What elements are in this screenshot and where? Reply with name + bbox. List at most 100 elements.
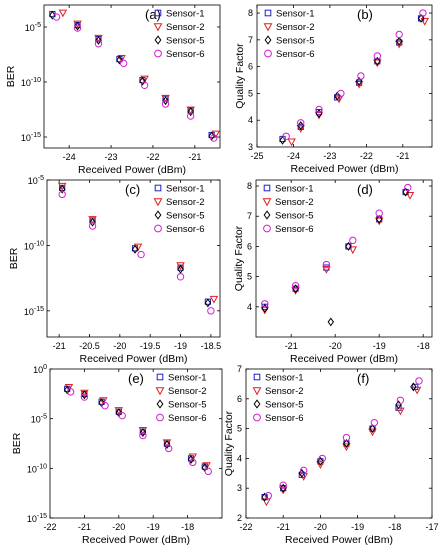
x-tick-label: -21 — [188, 152, 201, 162]
y-tick-label: 10-15 — [27, 513, 47, 524]
legend-marker — [263, 184, 271, 192]
data-point — [52, 13, 61, 21]
x-tick-label: -24 — [287, 151, 300, 161]
panel-label: (f) — [357, 371, 369, 386]
legend-entry: Sensor-6 — [166, 49, 205, 60]
y-tick-label: 10-10 — [21, 77, 41, 88]
legend-marker — [155, 387, 165, 396]
legend-entry: Sensor-6 — [276, 49, 315, 60]
legend-entry: Sensor-1 — [276, 9, 315, 20]
data-point — [405, 191, 415, 200]
data-point — [368, 428, 377, 437]
y-tick-label: 6 — [247, 241, 252, 251]
legend-entry: Sensor-1 — [166, 184, 205, 195]
data-point — [395, 36, 403, 46]
legend-marker — [252, 387, 262, 396]
legend-entry: Sensor-5 — [265, 400, 304, 411]
legend-entry: Sensor-2 — [166, 22, 205, 33]
y-tick-label: 3 — [237, 483, 242, 493]
x-tick-label: -19.5 — [140, 341, 161, 351]
series-sensor-6 — [66, 388, 212, 476]
y-tick-label: 10-5 — [28, 175, 44, 186]
data-point — [177, 264, 184, 274]
data-point — [374, 56, 381, 66]
y-tick-label: 4 — [248, 115, 253, 125]
panel-label: (b) — [357, 7, 373, 22]
plot-frame — [43, 4, 221, 149]
data-point — [279, 483, 287, 493]
y-tick-label: 10-10 — [24, 240, 44, 251]
data-point — [261, 303, 269, 313]
data-point — [137, 250, 145, 259]
x-tick-label: -25 — [250, 151, 263, 161]
data-point — [139, 76, 146, 86]
data-point — [161, 100, 170, 108]
legend-marker — [153, 23, 163, 32]
y-tick-label: 10-10 — [27, 463, 47, 474]
data-point — [264, 491, 273, 500]
series-sensor-6 — [264, 377, 423, 500]
legend-marker — [263, 23, 273, 32]
x-tick-label: -21 — [53, 341, 66, 351]
panel-label: (c) — [125, 182, 140, 197]
data-point — [298, 468, 306, 478]
plot-frame — [49, 368, 223, 519]
legend-entry: Sensor-2 — [275, 197, 314, 208]
x-tick-label: -19 — [174, 341, 187, 351]
data-point — [357, 72, 365, 80]
data-point — [420, 17, 429, 26]
legend-marker — [154, 184, 162, 192]
legend-marker — [154, 9, 162, 17]
data-point — [186, 112, 195, 120]
data-point — [412, 386, 422, 395]
y-tick-label: 2 — [237, 513, 242, 523]
series-sensor-6 — [282, 9, 427, 140]
data-point — [419, 9, 427, 17]
data-point — [396, 407, 405, 416]
y-axis-label: BER — [5, 65, 17, 87]
data-point — [291, 281, 300, 290]
x-tick-label: -20 — [329, 341, 342, 351]
data-point — [73, 24, 82, 32]
legend: Sensor-1 Sensor-2 Sensor-5 Sensor-6 — [252, 373, 304, 424]
series-sensor-5 — [261, 187, 409, 327]
y-tick-label: 6 — [248, 62, 253, 72]
x-tick-label: -18 — [181, 522, 194, 532]
data-point — [279, 481, 287, 489]
x-axis-label: Received Power (dBm) — [82, 534, 190, 546]
data-point — [333, 91, 341, 101]
plot-frame — [46, 179, 221, 338]
legend: Sensor-1 Sensor-2 Sensor-5 Sensor-6 — [153, 184, 205, 235]
legend-entry: Sensor-2 — [168, 386, 207, 397]
data-point — [297, 121, 304, 131]
y-tick-label: 10-5 — [31, 414, 47, 425]
legend-marker — [154, 35, 162, 45]
legend-marker — [253, 399, 261, 409]
legend-entry: Sensor-1 — [168, 373, 207, 384]
x-tick-label: -22 — [239, 522, 252, 532]
data-point — [189, 458, 197, 467]
chart-panel-c: -21 -20.5 -20 -19.5 -19 -18.5 10-5 10-10 10-15 Re… — [8, 175, 221, 365]
data-point — [101, 402, 109, 410]
data-point — [318, 454, 326, 463]
data-point — [337, 89, 345, 98]
legend-marker — [263, 224, 271, 233]
data-point — [116, 55, 123, 65]
data-point — [375, 214, 383, 224]
plot-frame — [245, 368, 433, 519]
data-point — [118, 411, 126, 420]
data-point — [375, 209, 383, 217]
data-point — [95, 35, 102, 45]
legend: Sensor-1 Sensor-2 Sensor-5 Sensor-6 — [155, 373, 207, 424]
legend-marker — [264, 35, 272, 45]
legend-marker — [156, 399, 164, 409]
legend-marker — [263, 210, 271, 220]
legend-entry: Sensor-6 — [168, 413, 207, 424]
x-tick-label: -18.5 — [201, 341, 222, 351]
legend-marker — [153, 198, 163, 207]
x-tick-label: -18 — [417, 341, 430, 351]
y-tick-label: 6 — [237, 394, 242, 404]
data-point — [176, 273, 185, 281]
data-point — [64, 384, 74, 392]
